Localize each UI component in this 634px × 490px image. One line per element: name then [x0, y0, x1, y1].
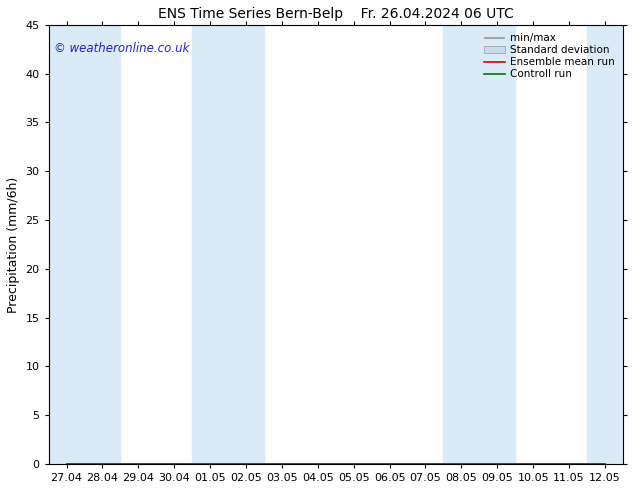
Bar — [587, 25, 623, 464]
Title: ENS Time Series Bern-Belp    Fr. 26.04.2024 06 UTC: ENS Time Series Bern-Belp Fr. 26.04.2024… — [158, 7, 514, 21]
Bar — [49, 25, 120, 464]
Text: © weatheronline.co.uk: © weatheronline.co.uk — [55, 43, 190, 55]
Y-axis label: Precipitation (mm/6h): Precipitation (mm/6h) — [7, 176, 20, 313]
Bar — [192, 25, 264, 464]
Legend: min/max, Standard deviation, Ensemble mean run, Controll run: min/max, Standard deviation, Ensemble me… — [481, 30, 618, 83]
Bar — [443, 25, 515, 464]
